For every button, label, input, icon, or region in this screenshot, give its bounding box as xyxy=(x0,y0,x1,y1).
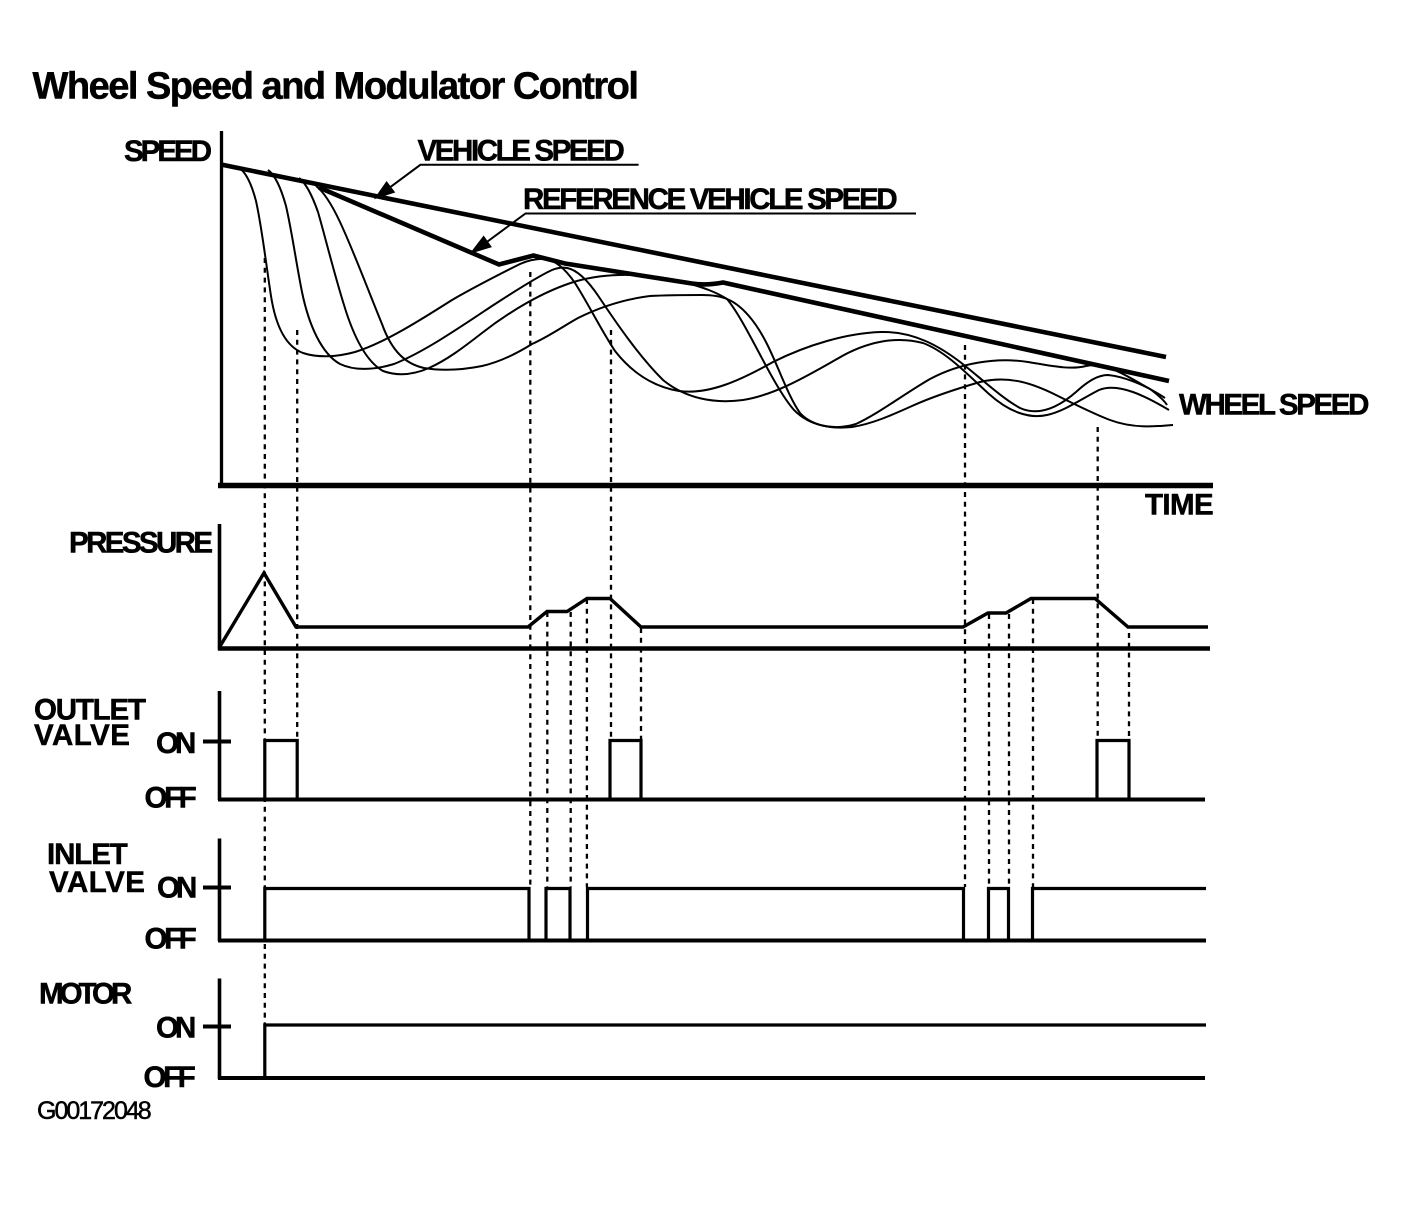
svg-text:VALVE: VALVE xyxy=(34,719,130,752)
svg-text:OUTLET: OUTLET xyxy=(34,694,146,727)
svg-text:ON: ON xyxy=(156,1012,195,1045)
svg-text:ON: ON xyxy=(157,872,196,905)
svg-text:OFF: OFF xyxy=(145,923,196,956)
svg-text:MOTOR: MOTOR xyxy=(39,978,132,1011)
svg-text:G00172048: G00172048 xyxy=(37,1097,151,1125)
svg-text:Wheel Speed and Modulator Cont: Wheel Speed and Modulator Control xyxy=(33,66,638,108)
svg-text:INLET: INLET xyxy=(47,838,128,871)
svg-text:VALVE: VALVE xyxy=(49,866,145,899)
svg-text:ON: ON xyxy=(156,727,195,760)
svg-text:OFF: OFF xyxy=(145,782,196,815)
svg-text:WHEEL SPEED: WHEEL SPEED xyxy=(1179,389,1369,422)
svg-text:TIME: TIME xyxy=(1145,489,1213,522)
svg-text:OFF: OFF xyxy=(144,1061,195,1094)
svg-text:REFERENCE VEHICLE SPEED: REFERENCE VEHICLE SPEED xyxy=(523,183,897,216)
svg-text:SPEED: SPEED xyxy=(124,135,212,168)
svg-text:PRESSURE: PRESSURE xyxy=(69,527,212,560)
svg-text:VEHICLE SPEED: VEHICLE SPEED xyxy=(418,135,625,168)
